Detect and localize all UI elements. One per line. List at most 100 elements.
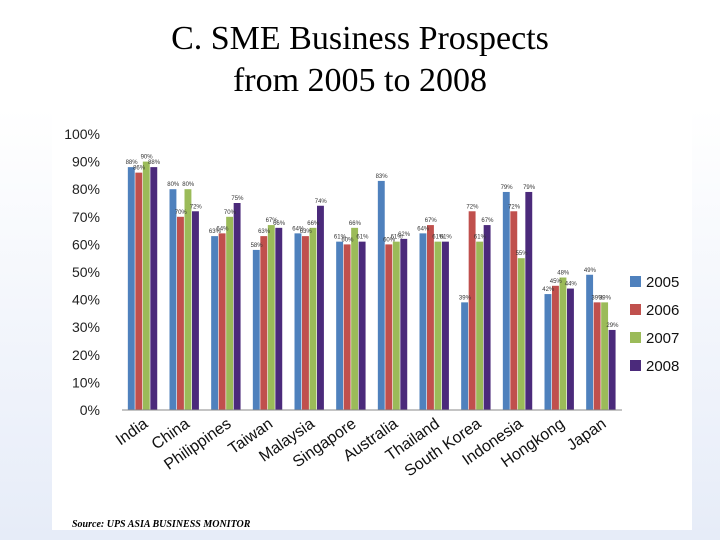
bar xyxy=(226,216,234,410)
data-label: 66% xyxy=(273,221,286,227)
data-label: 55% xyxy=(516,251,529,257)
data-label: 63% xyxy=(258,229,271,235)
y-tick-label: 50% xyxy=(72,264,100,280)
legend-label: 2005 xyxy=(646,274,679,291)
bar xyxy=(593,302,601,410)
bar xyxy=(502,191,510,410)
data-label: 61% xyxy=(474,235,487,241)
bar xyxy=(510,211,518,410)
bar xyxy=(608,329,616,410)
bar xyxy=(442,241,449,410)
bar xyxy=(377,180,385,410)
bar xyxy=(552,285,559,410)
bar xyxy=(544,294,552,410)
category-label: India xyxy=(113,415,151,449)
bar xyxy=(343,244,351,410)
data-label: 64% xyxy=(417,226,430,232)
y-tick-label: 80% xyxy=(72,181,100,197)
data-label: 67% xyxy=(425,218,438,224)
y-tick-label: 20% xyxy=(72,347,100,363)
legend-swatch xyxy=(630,332,641,343)
data-label: 80% xyxy=(182,182,195,188)
data-label: 63% xyxy=(209,229,222,235)
bar xyxy=(400,238,408,410)
bar xyxy=(218,233,226,410)
bar xyxy=(419,233,427,410)
bar xyxy=(252,249,260,410)
bar xyxy=(336,241,344,410)
bar xyxy=(169,189,177,410)
slide-title: C. SME Business Prospects from 2005 to 2… xyxy=(0,18,720,102)
data-label: 60% xyxy=(383,237,396,243)
bar xyxy=(427,225,434,410)
bar xyxy=(309,227,317,410)
data-label: 72% xyxy=(508,204,521,210)
data-label: 42% xyxy=(542,287,555,293)
data-label: 61% xyxy=(432,235,445,241)
bar xyxy=(267,225,275,410)
bar xyxy=(483,225,491,410)
legend-label: 2007 xyxy=(646,330,679,347)
data-label: 61% xyxy=(391,235,404,241)
legend-label: 2008 xyxy=(646,358,679,375)
data-label: 63% xyxy=(300,229,313,235)
data-label: 79% xyxy=(523,185,536,191)
bar xyxy=(177,216,184,410)
bar xyxy=(184,189,192,410)
legend-swatch xyxy=(630,360,641,371)
bar xyxy=(275,227,283,410)
data-label: 58% xyxy=(251,243,264,249)
bar xyxy=(392,241,400,410)
data-label: 49% xyxy=(584,268,597,274)
data-label: 70% xyxy=(175,210,188,216)
bar xyxy=(559,277,567,410)
source-note: Source: UPS ASIA BUSINESS MONITOR xyxy=(72,519,251,530)
bar xyxy=(260,236,268,410)
data-label: 44% xyxy=(565,282,578,288)
data-label: 39% xyxy=(459,295,472,301)
data-label: 67% xyxy=(481,218,494,224)
legend-swatch xyxy=(630,276,641,287)
bar xyxy=(294,233,302,410)
bar xyxy=(192,211,199,410)
legend-swatch xyxy=(630,304,641,315)
data-label: 66% xyxy=(349,221,362,227)
data-label: 61% xyxy=(334,235,347,241)
data-label: 90% xyxy=(141,155,154,161)
data-label: 70% xyxy=(224,210,237,216)
bar xyxy=(385,244,393,410)
data-label: 61% xyxy=(356,235,369,241)
bar xyxy=(461,302,469,410)
bar xyxy=(351,227,359,410)
data-label: 45% xyxy=(550,279,563,285)
data-label: 80% xyxy=(167,182,180,188)
y-tick-label: 60% xyxy=(72,236,100,252)
y-tick-label: 40% xyxy=(72,292,100,308)
y-tick-label: 10% xyxy=(72,374,100,390)
legend-label: 2006 xyxy=(646,302,679,319)
data-label: 60% xyxy=(341,237,354,243)
y-axis: 0% 10% 20% 30% 40% 50% 60% 70% 80% 90% 100% xyxy=(64,126,100,418)
data-labels-group: 88%86%90%88%80%70%80%72%63%64%70%75%58%6… xyxy=(126,155,620,329)
data-label: 66% xyxy=(307,221,320,227)
bar xyxy=(150,167,158,410)
data-label: 83% xyxy=(376,174,389,180)
data-label: 64% xyxy=(216,226,229,232)
bar xyxy=(127,167,135,410)
bar xyxy=(358,241,366,410)
chart-panel: 0% 10% 20% 30% 40% 50% 60% 70% 80% 90% 100% 88% 86%… xyxy=(52,106,692,530)
data-label: 29% xyxy=(606,323,619,329)
data-label: 74% xyxy=(315,199,328,205)
data-label: 62% xyxy=(398,232,411,238)
bar xyxy=(517,258,525,410)
bar xyxy=(468,211,476,410)
bar xyxy=(233,203,241,410)
data-label: 67% xyxy=(266,218,279,224)
bar xyxy=(317,205,324,410)
data-label: 75% xyxy=(231,196,244,202)
bar xyxy=(302,236,309,410)
data-label: 48% xyxy=(557,271,570,277)
bar xyxy=(567,288,574,410)
data-label: 39% xyxy=(591,295,604,301)
data-label: 72% xyxy=(466,204,479,210)
